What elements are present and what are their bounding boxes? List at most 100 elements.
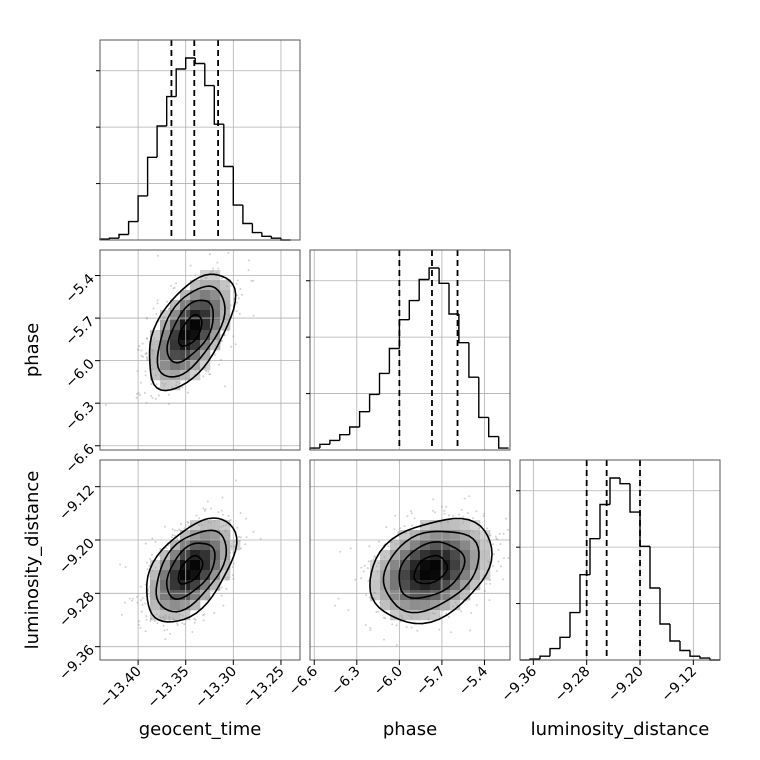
luminosity_distance-y-tick-label: −9.36: [56, 642, 98, 684]
scatter-point: [147, 593, 150, 595]
density-cell: [180, 360, 191, 371]
density-cell: [150, 360, 161, 371]
scatter-point: [183, 527, 186, 530]
density-cell: [470, 570, 481, 581]
density-cell: [400, 560, 411, 571]
scatter-point: [178, 387, 181, 390]
phase-hist-bar: [319, 443, 330, 449]
density-cell: [160, 360, 171, 371]
contour-level: [369, 517, 493, 625]
scatter-point: [440, 521, 443, 524]
scatter-point: [224, 385, 227, 388]
scatter-point: [370, 599, 373, 602]
scatter-point: [152, 349, 155, 352]
scatter-point: [150, 343, 153, 346]
scatter-point: [154, 566, 157, 569]
scatter-point: [252, 279, 255, 282]
phase-hist-bar: [448, 283, 459, 315]
scatter-point: [499, 565, 502, 568]
density-cell: [440, 580, 451, 591]
scatter-point: [194, 369, 197, 372]
density-cell: [450, 540, 461, 551]
scatter-point: [204, 277, 207, 280]
scatter-point: [155, 613, 158, 616]
scatter-point: [138, 345, 141, 348]
density-cell: [180, 290, 191, 301]
scatter-point: [208, 253, 211, 256]
scatter-point: [394, 543, 397, 546]
density-cell: [160, 340, 171, 351]
density-cell: [420, 570, 431, 581]
scatter-point: [432, 498, 435, 501]
scatter-point: [369, 629, 372, 632]
density-cell: [410, 600, 421, 611]
scatter-point: [173, 286, 176, 289]
scatter-point: [362, 570, 365, 573]
density-cell: [210, 300, 221, 311]
luminosity_distance-x-tick-label: −9.36: [499, 663, 541, 705]
density-cell: [180, 350, 191, 361]
density-cell: [190, 350, 201, 361]
scatter-point: [505, 517, 508, 520]
scatter-point: [228, 561, 231, 564]
density-cell: [390, 580, 401, 591]
scatter-point: [185, 376, 188, 379]
scatter-point: [503, 557, 505, 560]
density-cell: [160, 570, 171, 581]
phase-vs-luminosity_distance-frame: [309, 459, 511, 661]
scatter-point: [151, 569, 154, 572]
density-cell: [190, 340, 201, 351]
scatter-point: [252, 530, 255, 533]
scatter-point: [433, 612, 436, 615]
scatter-point: [187, 530, 189, 533]
scatter-point: [141, 597, 144, 599]
phase-hist-bar: [428, 267, 440, 280]
geocent_time-hist-bar: [185, 57, 196, 69]
scatter-point: [445, 505, 448, 508]
scatter-point: [161, 317, 164, 319]
phase-hist-bar: [368, 393, 380, 412]
scatter-point: [151, 553, 153, 556]
scatter-point: [224, 576, 227, 579]
density-cell: [470, 540, 481, 551]
scatter-point: [173, 534, 176, 537]
density-cell: [420, 610, 431, 621]
scatter-point: [230, 345, 232, 348]
scatter-point: [239, 536, 242, 539]
scatter-point: [217, 511, 220, 514]
density-cell: [430, 520, 441, 531]
scatter-point: [472, 530, 475, 533]
scatter-point: [149, 617, 152, 620]
scatter-point: [155, 312, 158, 315]
scatter-point: [397, 532, 400, 535]
scatter-point: [373, 555, 376, 558]
density-cell: [160, 560, 171, 571]
scatter-point: [147, 588, 150, 590]
luminosity_distance-hist-bar: [579, 574, 590, 613]
density-cell: [170, 360, 181, 371]
density-cell: [170, 340, 181, 351]
scatter-layer: [104, 251, 510, 646]
scatter-point: [485, 582, 488, 585]
density-cell: [190, 280, 201, 291]
scatter-point: [104, 404, 107, 406]
scatter-point: [238, 312, 241, 315]
scatter-point: [231, 565, 234, 568]
scatter-point: [377, 610, 380, 613]
density-cell: [150, 570, 161, 581]
density-cell: [460, 570, 471, 581]
scatter-point: [443, 509, 446, 512]
scatter-point: [229, 304, 232, 307]
scatter-point: [209, 373, 212, 376]
scatter-point: [405, 626, 408, 628]
density-cell: [200, 320, 211, 331]
scatter-point: [198, 524, 200, 527]
density-cell: [150, 370, 161, 381]
phase-hist-bar: [468, 342, 479, 378]
scatter-point: [164, 638, 167, 641]
scatter-point: [168, 615, 171, 618]
density-cell: [200, 310, 211, 321]
density-cell: [180, 570, 191, 581]
density-cell: [160, 350, 171, 361]
scatter-point: [427, 618, 430, 621]
